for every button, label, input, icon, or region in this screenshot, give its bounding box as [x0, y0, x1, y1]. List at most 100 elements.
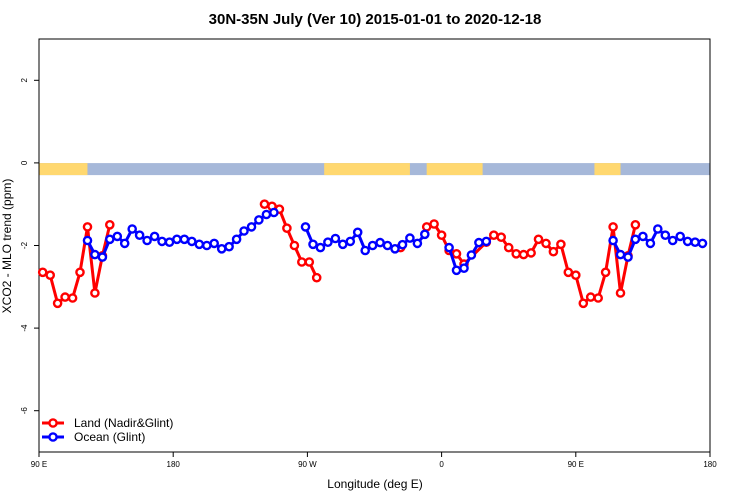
series-1-point-3-10: [682, 236, 693, 247]
series-0-point-0-6: [82, 222, 93, 232]
series-1: [82, 207, 708, 276]
series-1-point-3-2: [623, 252, 633, 262]
series-0-point-3-8: [496, 232, 507, 242]
legend-land-label: Land (Nadir&Glint): [74, 416, 173, 430]
series-1-point-3-1: [615, 249, 626, 260]
series-1-point-3-9: [675, 231, 686, 242]
series-0-point-1-0: [259, 199, 270, 209]
series-1-point-2-4: [474, 237, 484, 248]
series-1-point-0-11: [164, 237, 175, 247]
series-0-point-3-14: [541, 238, 551, 249]
series-0-point-3-4: [451, 248, 462, 259]
series-0-point-0-9: [105, 219, 115, 230]
series-0-point-3-18: [571, 270, 581, 281]
series-1-point-0-24: [261, 209, 272, 220]
series-0-point-0-4: [67, 293, 78, 303]
series-0-point-3-22: [600, 267, 611, 278]
series-0-point-1-5: [296, 257, 307, 267]
x-tick-label-0: 90 E: [31, 460, 47, 469]
x-tick-label-2: 90 W: [298, 460, 317, 469]
y-tick-label-4: 2: [20, 78, 29, 83]
x-tick-label-4: 90 E: [568, 460, 584, 469]
x-axis-label: Longitude (deg E): [327, 477, 422, 491]
series-1-point-0-16: [201, 240, 212, 251]
x-tick-label-3: 0: [439, 460, 444, 469]
series-1-point-1-16: [419, 229, 430, 240]
y-tick-label-1: -4: [20, 324, 29, 332]
series-1-point-3-5: [645, 238, 656, 249]
series-0-point-0-5: [75, 267, 85, 278]
series-0-point-0-3: [60, 292, 70, 302]
series-1-point-0-8: [142, 235, 152, 246]
series-0-point-1-6: [304, 257, 315, 267]
series-1-point-1-15: [412, 238, 423, 249]
series-1-point-1-13: [397, 239, 408, 250]
series-1-point-3-0: [608, 235, 618, 246]
series-1-point-1-0: [300, 222, 311, 232]
series-1-point-0-6: [127, 224, 137, 234]
surface-strip: [39, 163, 710, 176]
series-1-point-3-12: [697, 238, 708, 249]
series-0: [37, 199, 641, 309]
series-1-point-3-4: [638, 231, 648, 242]
y-tick-label-0: -6: [20, 407, 29, 415]
series-1-point-0-7: [134, 230, 145, 240]
series-0-point-3-21: [593, 293, 604, 303]
legend-ocean-label: Ocean (Glint): [74, 430, 145, 444]
series-1-point-3-11: [690, 237, 700, 247]
series-1-point-0-2: [97, 252, 108, 262]
series-1-point-0-1: [90, 249, 100, 260]
series-1-point-2-5: [481, 236, 492, 247]
series-0-point-3-11: [518, 249, 529, 260]
series-1-point-0-18: [216, 243, 227, 254]
series-1-point-2-2: [459, 263, 469, 274]
strip-land-1: [324, 163, 410, 176]
series-1-point-0-22: [246, 222, 257, 232]
x-axis: 90 E 180 90 W 0 90 E 180: [31, 452, 717, 469]
series-1-point-0-14: [186, 236, 197, 247]
series-0-point-3-19: [578, 298, 589, 309]
strip-land-2: [426, 163, 483, 176]
series-1-point-1-8: [360, 245, 371, 256]
series-1-point-0-12: [172, 234, 182, 245]
series-0-point-3-20: [585, 292, 596, 302]
series-0-point-3-7: [488, 230, 499, 240]
series-1-point-1-14: [405, 233, 415, 243]
series-0-point-0-2: [52, 298, 63, 309]
series-1-point-1-6: [345, 236, 356, 247]
legend-ocean-marker: [48, 432, 58, 442]
legend-land-marker: [48, 418, 58, 428]
series-1-point-0-4: [112, 231, 123, 242]
series-1-point-0-21: [239, 226, 249, 236]
legend: Land (Nadir&Glint) Ocean (Glint): [42, 416, 173, 444]
series-1-point-0-9: [149, 231, 160, 242]
series-0-point-3-23: [608, 222, 618, 232]
series-1-point-3-8: [667, 235, 678, 246]
series-0-point-3-13: [533, 234, 544, 245]
series-1-point-1-1: [308, 239, 318, 250]
series-0-point-3-2: [436, 230, 447, 240]
series-0-point-1-7: [311, 272, 322, 283]
series-0-point-3-16: [556, 239, 566, 250]
series-1-point-0-13: [179, 234, 190, 245]
series-1-point-1-4: [330, 233, 341, 244]
series-0-point-3-15: [548, 246, 559, 257]
series-layer: [37, 199, 708, 309]
series-1-point-1-10: [375, 237, 385, 248]
series-0-point-0-1: [45, 270, 56, 281]
strip-land-3: [594, 163, 621, 176]
chart-title: 30N-35N July (Ver 10) 2015-01-01 to 2020…: [209, 11, 542, 28]
series-0-point-3-17: [563, 267, 574, 278]
series-1-point-0-10: [157, 236, 167, 247]
series-0-point-3-12: [526, 248, 536, 258]
series-1-point-3-6: [653, 224, 663, 234]
series-1-point-0-20: [231, 234, 242, 245]
y-axis: -6 -4 -2 0 2: [20, 78, 39, 415]
series-0-point-3-10: [511, 248, 522, 259]
series-1-point-1-7: [352, 227, 363, 238]
series-0-point-3-0: [421, 222, 432, 232]
series-1-point-0-19: [224, 241, 234, 252]
series-1-point-0-15: [194, 239, 205, 250]
series-1-point-2-1: [451, 265, 462, 276]
